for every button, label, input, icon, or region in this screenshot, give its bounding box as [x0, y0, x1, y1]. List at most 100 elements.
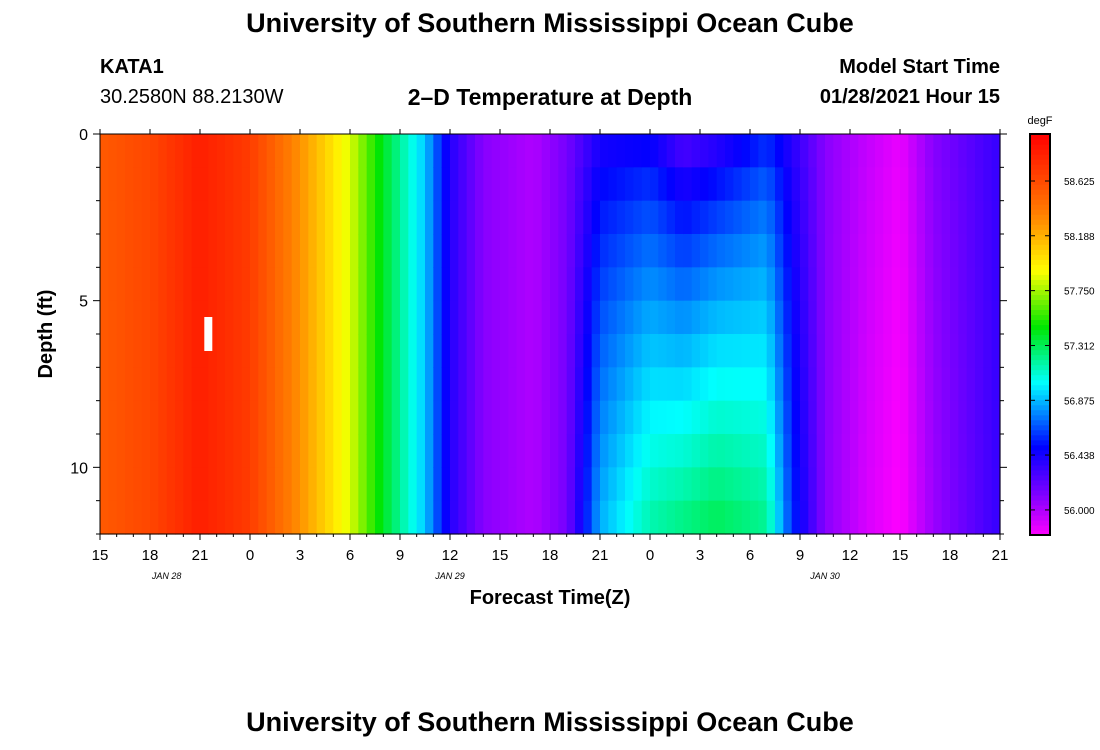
heatmap-cell [400, 500, 409, 535]
heatmap-cell [200, 367, 209, 402]
heatmap-cell [550, 134, 559, 168]
heatmap-cell [283, 300, 293, 335]
x-tick-label: 18 [142, 547, 159, 564]
heatmap-cell [958, 134, 968, 168]
heatmap-cell [258, 234, 268, 268]
heatmap-cell [925, 134, 934, 168]
heatmap-cell [850, 200, 859, 235]
heatmap-cell [941, 434, 951, 468]
heatmap-cell [341, 134, 351, 168]
heatmap-cell [816, 200, 826, 235]
heatmap-cell [641, 434, 651, 468]
heatmap-cell [366, 167, 376, 202]
heatmap-cell [733, 434, 743, 468]
heatmap-cell [991, 334, 1001, 368]
heatmap-cell [775, 267, 784, 302]
heatmap-cell [741, 500, 751, 535]
heatmap-cell [516, 300, 526, 335]
heatmap-cell [550, 500, 559, 535]
colorbar-segment [1030, 244, 1050, 250]
heatmap-cell [883, 367, 893, 402]
heatmap-cell [441, 500, 451, 535]
heatmap-cell [775, 167, 784, 202]
heatmap-cell [275, 367, 284, 402]
heatmap-cell [141, 434, 151, 468]
heatmap-cell [366, 267, 376, 302]
heatmap-cell [983, 334, 993, 368]
heatmap-cell [591, 367, 601, 402]
heatmap-cell [141, 267, 151, 302]
heatmap-cell [516, 267, 526, 302]
heatmap-cell [533, 367, 543, 402]
heatmap-cell [558, 234, 568, 268]
heatmap-cell [208, 267, 218, 302]
y-axis-title: Depth (ft) [35, 290, 57, 379]
heatmap-cell [575, 367, 584, 402]
heatmap-cell [500, 167, 509, 202]
heatmap-cell [641, 267, 651, 302]
heatmap-cell [575, 434, 584, 468]
heatmap-cell [416, 367, 426, 402]
heatmap-cell [308, 300, 318, 335]
heatmap-cell [775, 300, 784, 335]
heatmap-cell [216, 234, 226, 268]
heatmap-cell [875, 167, 884, 202]
heatmap-cell [333, 467, 343, 502]
heatmap-cell [616, 434, 626, 468]
heatmap-cell [625, 267, 634, 302]
heatmap-cell [766, 267, 776, 302]
x-tick-label: 9 [396, 547, 404, 564]
heatmap-cell [366, 400, 376, 435]
heatmap-cell [966, 234, 976, 268]
heatmap-cell [991, 200, 1001, 235]
heatmap-cell [808, 234, 818, 268]
heatmap-cell [750, 467, 759, 502]
heatmap-cell [500, 200, 509, 235]
heatmap-cell [483, 400, 493, 435]
heatmap-cell [900, 434, 909, 468]
heatmap-cell [691, 300, 701, 335]
heatmap-cell [191, 267, 201, 302]
heatmap-cell [733, 300, 743, 335]
heatmap-cell [408, 267, 418, 302]
heatmap-cell [741, 200, 751, 235]
heatmap-cell [591, 134, 601, 168]
heatmap-cell [108, 267, 118, 302]
colorbar-segment [1030, 454, 1050, 461]
heatmap-cell [916, 134, 926, 168]
heatmap-cell [325, 434, 334, 468]
heatmap-cell [591, 300, 601, 335]
heatmap-cell [891, 434, 901, 468]
heatmap-cell [133, 434, 143, 468]
heatmap-cell [525, 234, 534, 268]
heatmap-cell [266, 334, 276, 368]
heatmap-cell [791, 300, 801, 335]
heatmap-cell [808, 467, 818, 502]
heatmap-cell [841, 234, 851, 268]
heatmap-cell [833, 200, 843, 235]
heatmap-cell [925, 267, 934, 302]
heatmap-cell [875, 200, 884, 235]
heatmap-cell [200, 167, 209, 202]
heatmap-cell [100, 467, 109, 502]
heatmap-cell [408, 400, 418, 435]
heatmap-cell [683, 500, 693, 535]
heatmap-cell [416, 500, 426, 535]
heatmap-cell [141, 167, 151, 202]
heatmap-cell [600, 167, 609, 202]
heatmap-cell [358, 300, 368, 335]
heatmap-cell [116, 367, 126, 402]
heatmap-cell [700, 300, 709, 335]
heatmap-cell [991, 300, 1001, 335]
heatmap-cell [241, 500, 251, 535]
heatmap-cell [683, 434, 693, 468]
heatmap-cell [358, 200, 368, 235]
heatmap-cell [125, 334, 134, 368]
heatmap-cell [683, 200, 693, 235]
heatmap-cell [808, 400, 818, 435]
heatmap-cell [883, 467, 893, 502]
heatmap-cell [916, 434, 926, 468]
colorbar-segment [1030, 449, 1050, 456]
heatmap-cell [158, 434, 168, 468]
heatmap-cell [125, 267, 134, 302]
